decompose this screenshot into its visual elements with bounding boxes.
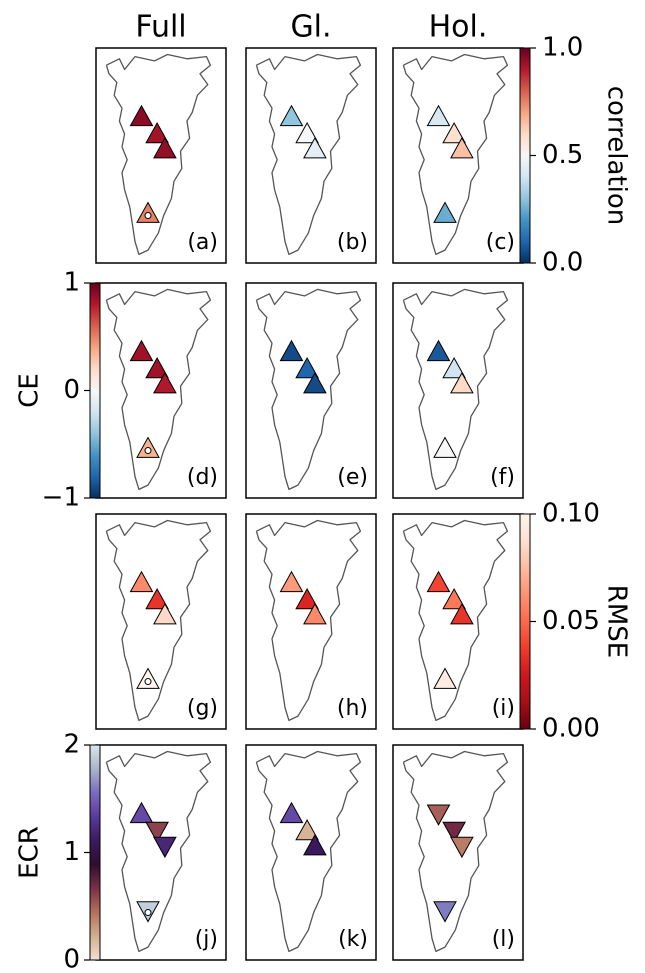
column-title: Full [135,10,186,45]
column-title: Hol. [429,10,488,45]
coastline [105,750,212,953]
site-marker [153,603,177,625]
panel-label: (h) [337,696,368,721]
site-marker [450,836,474,859]
site-marker [153,836,177,859]
coastline [402,519,509,722]
site-marker [129,339,154,362]
site-dot [144,909,152,917]
coastline [402,288,509,491]
site-marker [303,603,327,625]
site-marker [279,801,304,824]
colorbar-label: RMSE [602,585,632,658]
site-marker [433,667,457,689]
coastline [402,750,509,953]
colorbar-tick-label: 2 [63,730,80,760]
colorbar-tick-label: 0.00 [542,714,600,744]
site-marker [295,121,319,144]
coastline [255,288,362,491]
panel-label: (g) [187,696,218,721]
site-dot [144,678,152,686]
map-frame [95,744,227,961]
panel-label: (a) [187,230,218,255]
site-marker [145,356,169,379]
colorbar-tick-label: 0 [63,375,80,405]
site-marker [153,372,177,394]
colorbar [89,744,101,961]
site-marker [442,587,466,610]
panel-label: (c) [486,230,515,255]
colorbar-tick-label: 1.0 [542,33,583,63]
site-marker [426,804,451,826]
colorbar-tick-label: 0 [63,945,80,970]
site-marker [433,436,457,458]
site-marker [303,137,327,159]
site-marker [303,372,327,394]
coastline [402,53,509,256]
site-marker [426,570,451,593]
coastline [255,53,362,256]
site-marker [450,372,474,394]
panel-label: (l) [492,927,515,952]
panel-label: (j) [195,927,218,952]
site-marker [129,570,154,593]
colorbar-tick-label: −1 [42,483,80,513]
site-marker [426,104,451,127]
site-marker [153,137,177,159]
panel-label: (f) [490,465,515,490]
panel-label: (i) [492,696,515,721]
site-marker [433,901,457,923]
site-marker [279,570,304,593]
colorbar-tick-label: 1 [63,268,80,298]
panel-label: (d) [187,465,218,490]
colorbar-label: CE [15,373,45,408]
coastline [255,750,362,953]
colorbar-tick-label: 0.5 [542,140,583,170]
colorbar [89,282,101,499]
site-marker [279,339,304,362]
site-marker [295,356,319,379]
site-marker [279,104,304,127]
site-dot [144,447,152,455]
site-marker [295,818,319,841]
site-marker [129,801,154,824]
colorbar [519,513,531,730]
colorbar-label: correlation [602,86,632,226]
panel-label: (b) [337,230,368,255]
site-marker [442,356,466,379]
site-marker [450,603,474,625]
colorbar-label: ECR [15,826,45,879]
site-marker [442,821,466,844]
coastline [255,519,362,722]
site-marker [426,339,451,362]
map-frame [392,744,524,961]
site-marker [145,821,169,844]
panel-label: (k) [338,927,368,952]
coastline [105,53,212,256]
site-marker [433,201,457,223]
colorbar-tick-label: 0.10 [542,499,600,529]
panel-label: (e) [337,465,368,490]
site-marker [303,834,327,856]
site-dot [144,212,152,220]
colorbar-tick-label: 1 [63,837,80,867]
site-marker [145,587,169,610]
coastline [105,519,212,722]
coastline [105,288,212,491]
colorbar-tick-label: 0.05 [542,606,600,636]
site-marker [129,104,154,127]
column-title: Gl. [290,10,331,45]
site-marker [295,587,319,610]
colorbar [519,47,531,264]
site-marker [145,121,169,144]
colorbar-tick-label: 0.0 [542,248,583,278]
site-marker [442,121,466,144]
site-marker [450,137,474,159]
